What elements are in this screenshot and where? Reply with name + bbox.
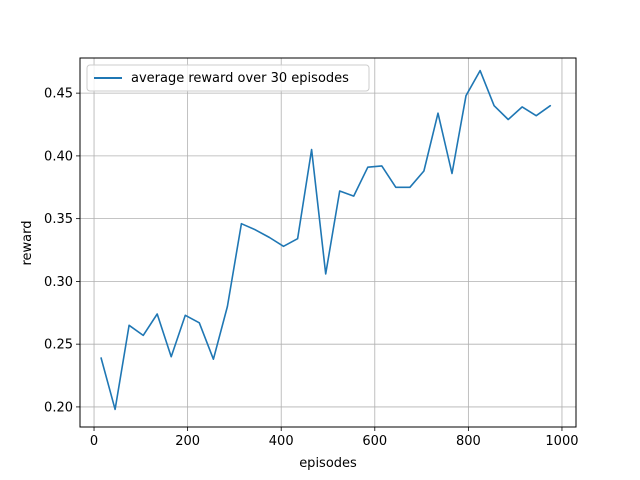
x-axis-label: episodes (299, 456, 357, 471)
x-tick-label: 0 (90, 434, 98, 449)
y-axis-label: reward (20, 220, 35, 265)
y-tick-label: 0.20 (44, 400, 73, 415)
plot-frame (79, 57, 577, 428)
series-layer (100, 69, 552, 411)
x-tick-label: 200 (175, 434, 200, 449)
y-tick-label: 0.35 (44, 212, 73, 227)
x-axis: 0 200 400 600 800 1000 (90, 427, 579, 449)
y-tick-label: 0.45 (44, 87, 73, 102)
x-tick-label: 1000 (545, 434, 578, 449)
legend-entry-label: average reward over 30 episodes (131, 71, 349, 86)
x-tick-label: 400 (269, 434, 294, 449)
y-axis: 0.20 0.25 0.30 0.35 0.40 0.45 (44, 87, 80, 415)
series-line (100, 69, 552, 411)
y-tick-label: 0.30 (44, 275, 73, 290)
x-tick-label: 600 (362, 434, 387, 449)
grid-lines (80, 58, 576, 427)
legend-box (86, 64, 370, 92)
y-tick-label: 0.25 (44, 338, 73, 353)
x-tick-label: 800 (456, 434, 481, 449)
legend: average reward over 30 episodes (86, 64, 370, 92)
y-tick-label: 0.40 (44, 149, 73, 164)
